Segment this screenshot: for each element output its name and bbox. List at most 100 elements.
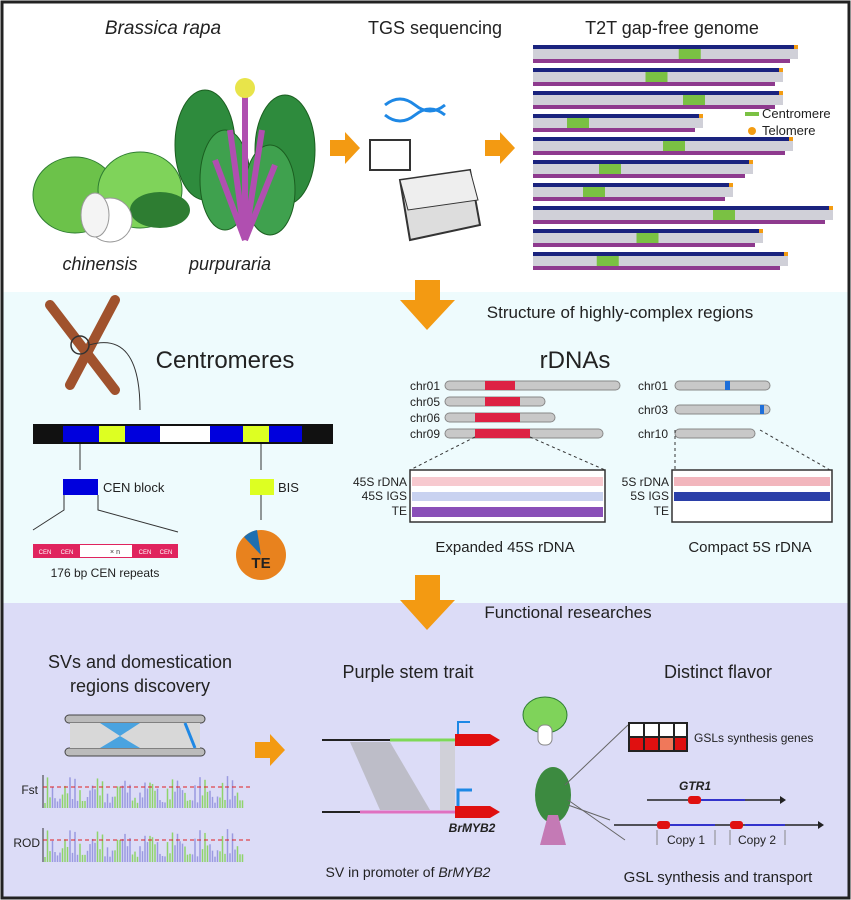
chromosome-track [533, 174, 745, 178]
chromosome-label: chr01 [410, 379, 440, 393]
chromosome-track [533, 266, 780, 270]
sequencing-label: TGS sequencing [368, 18, 502, 38]
cen-unit: CEN [160, 550, 173, 556]
centromere-mark [678, 49, 701, 59]
telomere-mark [829, 206, 833, 210]
caption-gene: BrMYB2 [438, 864, 490, 880]
centromere-legend-swatch [745, 112, 759, 116]
cen-unit: CEN [139, 550, 152, 556]
rdna-locus [485, 381, 515, 390]
telomere-mark [779, 91, 783, 95]
purple-title: Purple stem trait [342, 662, 473, 682]
species-label: Brassica rapa [105, 18, 221, 39]
rdna-locus [760, 405, 764, 414]
bis-swatch [250, 479, 274, 495]
telomere-mark [749, 160, 753, 164]
svs-title-line2: regions discovery [70, 676, 210, 696]
gtr1-label: GTR1 [679, 779, 711, 793]
rdna-right-tracks-box [671, 469, 833, 523]
centromere-mark [636, 233, 659, 243]
telomere-mark [759, 229, 763, 233]
synteny-band [533, 210, 833, 220]
arrow-icon [485, 132, 515, 164]
track-label: TE [392, 504, 407, 518]
cen-unit: CEN [61, 550, 74, 556]
telomere-mark [699, 114, 703, 118]
plant-icons [522, 696, 629, 845]
arrow-icon [330, 132, 360, 164]
legend-centromere: Centromere [762, 106, 831, 121]
chromosome-track [533, 183, 733, 187]
rdna-locus [725, 381, 730, 390]
track-label: TE [654, 504, 669, 518]
sv-alignment-icon [64, 714, 206, 757]
centromere-mark [683, 95, 705, 105]
subspecies-label-purpuraria: purpuraria [188, 254, 271, 274]
chromosome-bar [674, 404, 771, 415]
synteny-band [533, 187, 733, 197]
telomere-legend-swatch [748, 127, 756, 135]
rdnas-title: rDNAs [540, 347, 611, 374]
rdna-locus [475, 429, 530, 438]
cen-repeats-label: 176 bp CEN repeats [51, 566, 160, 580]
chromosome-label: chr05 [410, 395, 440, 409]
chromosome-track [533, 229, 763, 233]
chromosome-label: chr03 [638, 403, 668, 417]
chromosome-bar [674, 428, 756, 439]
centromere-mark [645, 72, 668, 82]
rdna-left-chromosomes: chr01 chr05 chr06 chr09 [410, 379, 621, 441]
cen-block-swatch [63, 479, 98, 495]
telomere-mark [789, 137, 793, 141]
chromosome-track [533, 220, 825, 224]
centromere-mark [599, 164, 621, 174]
flavor-caption: GSL synthesis and transport [624, 869, 814, 886]
track-label: 5S rDNA [622, 475, 669, 489]
chinensis-plant-icon [32, 151, 190, 243]
chromosome-label: chr10 [638, 427, 668, 441]
te-pie [236, 530, 286, 580]
track-label: 45S IGS [362, 489, 407, 503]
rdna-right-chromosomes: chr01 chr03 chr10 [638, 379, 771, 441]
genome-label: T2T gap-free genome [585, 18, 759, 38]
telomere-mark [779, 68, 783, 72]
purple-caption: SV in promoter of BrMYB2 [326, 864, 491, 880]
cen-repeats: CEN CEN × n CEN CEN [33, 544, 178, 558]
synteny-band [533, 256, 788, 266]
telomere-mark [794, 45, 798, 49]
legend-telomere: Telomere [762, 123, 815, 138]
gsl-heatmap [628, 722, 688, 752]
left-caption: Expanded 45S rDNA [435, 539, 574, 556]
purpuraria-plant-icon [174, 78, 316, 242]
centromeres-title: Centromeres [156, 347, 295, 374]
chromosome-track [533, 160, 753, 164]
centromere-mark [567, 118, 589, 128]
arrow-down-icon [400, 575, 455, 630]
rdna-locus [475, 413, 520, 422]
chromosome-bar [674, 380, 771, 391]
centromere-mark [663, 141, 685, 151]
synteny-band [533, 95, 783, 105]
centromere-array [33, 424, 333, 470]
synteny-band [533, 164, 753, 174]
zoom-lines [409, 429, 831, 471]
synteny-band [533, 118, 703, 128]
bottom-section-title: Functional researches [484, 603, 651, 622]
rdna-left-tracks-box [409, 469, 606, 523]
fst-rod-plots [42, 775, 250, 862]
connector-lines [32, 495, 262, 533]
centromere-mark [713, 210, 735, 220]
rod-label: ROD [13, 836, 40, 850]
chromosome-label: chr01 [638, 379, 668, 393]
sequencer-icon [369, 97, 482, 242]
telomere-mark [784, 252, 788, 256]
genome-chromosomes [533, 45, 833, 270]
telomere-mark [729, 183, 733, 187]
chromosome-track [533, 91, 783, 95]
arrow-icon [255, 734, 285, 766]
chromosome-track [533, 68, 783, 72]
bis-label: BIS [278, 480, 299, 495]
svs-title-line1: SVs and domestication [48, 652, 232, 672]
chromosome-track [533, 128, 695, 132]
gene-label: BrMYB2 [449, 821, 496, 835]
